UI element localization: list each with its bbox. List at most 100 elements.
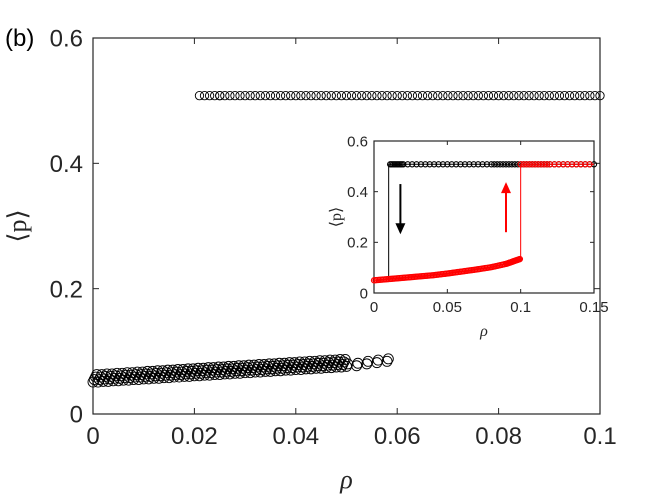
inset-data-point-red [526, 161, 533, 168]
inset-data-point-black [452, 161, 460, 168]
main-ytick-label: 0.6 [50, 26, 83, 53]
inset-xtick-label: 0.15 [579, 299, 608, 316]
main-data-point-low [381, 355, 393, 367]
inset-ytick-label: 0.6 [347, 133, 368, 150]
main-data-point-high [372, 91, 382, 101]
inset-data-point-black [413, 161, 420, 168]
main-xtick-label: 0.06 [374, 423, 421, 450]
inset-data-point-black [457, 161, 464, 168]
inset-data-point-red [520, 161, 527, 168]
main-data-point-high [306, 91, 316, 101]
inset-data-point-black [483, 161, 491, 168]
inset-data-point-black [417, 161, 425, 168]
inset-data-point-black [439, 161, 447, 168]
inset-data-point-red [586, 161, 593, 168]
main-data-point-high [499, 91, 509, 101]
main-data-point-high [392, 91, 402, 101]
inset-data-point-red [582, 161, 589, 168]
main-data-point-high [453, 91, 463, 101]
inset-data-point-black [422, 161, 429, 168]
main-data-point-high [387, 91, 397, 101]
main-data-point-high [220, 91, 230, 101]
inset-data-point-black [508, 161, 516, 168]
main-data-point-high [590, 91, 600, 101]
main-data-point-high [422, 91, 433, 101]
main-data-point-high [575, 91, 585, 101]
main-data-point-high [357, 91, 367, 101]
main-data-point-high [382, 91, 392, 101]
main-x-axis-label: ρ [339, 465, 352, 494]
inset-data-point-red [555, 161, 562, 168]
main-data-point-high [514, 91, 524, 101]
inset-data-point-black [408, 161, 416, 168]
main-data-point-high [407, 91, 418, 101]
inset-data-point-red [540, 161, 548, 168]
main-ytick-label: 0.4 [50, 151, 83, 178]
inset-ytick-label: 0 [360, 285, 368, 302]
main-data-point-high [519, 91, 529, 101]
main-data-point-high [301, 91, 311, 101]
main-xtick-label: 0.04 [272, 423, 319, 450]
main-data-point-high [397, 91, 407, 101]
inset-data-point-black [448, 161, 455, 168]
main-data-point-high [570, 91, 580, 101]
main-data-point-high [225, 91, 235, 101]
main-ytick-label: 0 [70, 402, 83, 429]
main-data-point-high [377, 91, 387, 101]
main-data-point-high [326, 91, 336, 101]
inset-data-point-red [535, 161, 542, 168]
main-data-point-high [524, 91, 534, 101]
main-data-point-high [286, 91, 296, 101]
inset-data-point-red [516, 255, 524, 263]
inset-data-point-red [573, 161, 580, 168]
main-data-point-high [402, 91, 412, 101]
main-data-point-high [336, 91, 347, 101]
inset-data-point-black [470, 161, 477, 168]
inset-data-point-black [502, 161, 510, 168]
main-data-point-high [412, 91, 423, 101]
main-data-point-high [549, 91, 560, 101]
inset-data-point-red [564, 161, 571, 168]
main-data-point-high [311, 91, 321, 101]
main-data-point-high [448, 91, 458, 101]
main-data-point-high [544, 91, 554, 101]
inset-data-point-black [444, 161, 451, 168]
main-data-point-high [417, 91, 428, 101]
main-data-point-high [463, 91, 473, 101]
inset-data-point-black [426, 161, 433, 168]
panel-label: (b) [5, 25, 34, 52]
inset-data-point-red [560, 161, 567, 168]
main-data-point-low [351, 360, 363, 372]
main-data-point-high [529, 91, 539, 101]
main-data-point-high [316, 91, 326, 101]
main-data-point-high [245, 91, 255, 101]
inset-data-point-black [488, 161, 495, 168]
main-data-point-high [534, 91, 544, 101]
main-data-point-high [265, 91, 276, 101]
main-data-point-high [595, 91, 605, 101]
inset-xtick-label: 0.05 [433, 299, 462, 316]
inset-x-axis-label: ρ [479, 323, 488, 340]
inset-ytick-label: 0.4 [347, 184, 368, 201]
main-data-point-high [564, 91, 575, 101]
main-data-point-high [240, 91, 250, 101]
inset-data-point-black [466, 161, 473, 168]
main-data-point-high [281, 91, 291, 101]
main-xtick-label: 0.08 [475, 423, 522, 450]
main-ytick-label: 0.2 [50, 276, 83, 303]
main-data-point-high [585, 91, 595, 101]
main-data-point-high [468, 91, 478, 101]
inset-data-point-black [474, 161, 482, 168]
main-data-point-high [483, 91, 494, 101]
main-data-point-high [230, 91, 240, 101]
main-data-point-high [270, 91, 281, 101]
inset-data-point-black [491, 161, 498, 168]
main-data-point-high [428, 91, 438, 101]
main-data-point-high [296, 91, 306, 101]
main-data-point-high [215, 91, 225, 101]
inset-ytick-label: 0.2 [347, 235, 368, 252]
main-data-point-high [199, 91, 210, 101]
main-data-point-high [539, 91, 549, 101]
inset-data-point-black [435, 161, 442, 168]
